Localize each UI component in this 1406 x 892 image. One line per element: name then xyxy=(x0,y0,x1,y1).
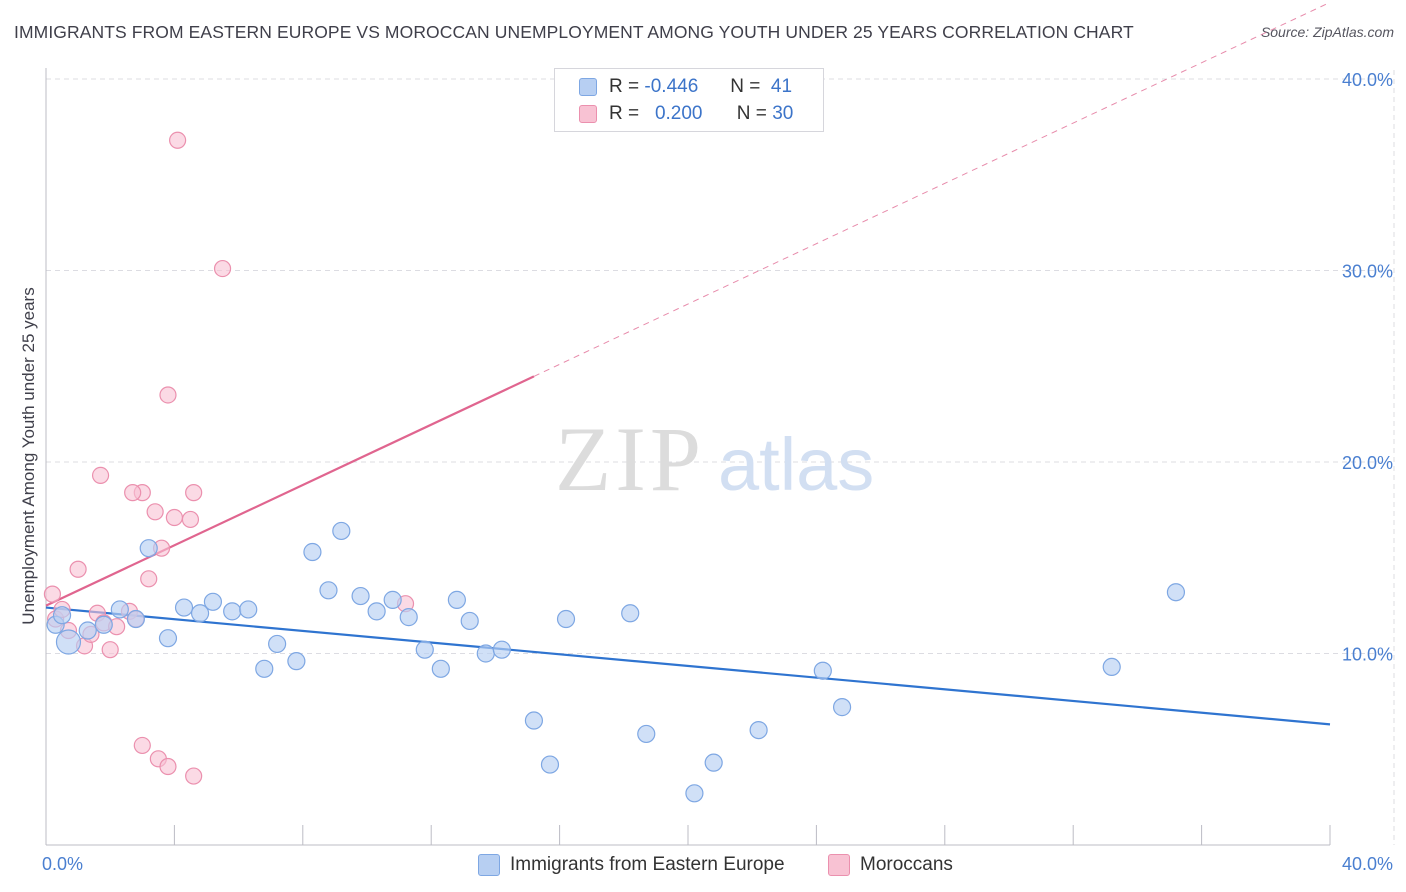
eastern-europe-point xyxy=(685,784,704,803)
eastern-europe-point xyxy=(460,611,479,631)
trend-lines xyxy=(45,1,1331,726)
eastern-europe-points xyxy=(46,521,1186,803)
axes xyxy=(45,68,1331,846)
watermark-atlas: atlas xyxy=(718,423,874,506)
legend-n-value: 41 xyxy=(770,76,793,97)
y-tick-label: 20.0% xyxy=(1342,453,1393,473)
eastern-europe-point xyxy=(332,521,351,541)
moroccans-point xyxy=(169,131,187,149)
x-tick-label-max: 40.0% xyxy=(1342,854,1393,874)
moroccans-point xyxy=(69,560,87,578)
eastern-europe-point xyxy=(158,629,178,648)
moroccans-point xyxy=(159,757,177,776)
moroccans-trend-line-solid xyxy=(45,375,535,607)
eastern-europe-trend-line xyxy=(45,606,1331,726)
eastern-europe-point xyxy=(303,542,322,562)
moroccans-point xyxy=(91,466,110,485)
y-tick-label: 10.0% xyxy=(1342,645,1393,665)
eastern-europe-point xyxy=(239,600,258,619)
eastern-europe-point xyxy=(476,644,495,663)
eastern-europe-point xyxy=(351,586,370,606)
moroccans-point xyxy=(133,736,151,755)
legend-r-value: -0.446 xyxy=(644,76,699,97)
legend-r-value: 0.200 xyxy=(654,103,703,124)
eastern-europe-point xyxy=(492,640,511,659)
eastern-europe-point xyxy=(447,590,466,609)
bottom-legend-eastern-europe: Immigrants from Eastern Europe xyxy=(478,852,785,878)
moroccans-point xyxy=(165,508,183,527)
tick-labels: 10.0% 20.0% 30.0% 40.0% 0.0% 40.0% xyxy=(42,70,1393,874)
eastern-europe-point xyxy=(1166,583,1186,602)
watermark-zip: ZIP xyxy=(555,408,705,510)
legend-n-value: 30 xyxy=(772,103,794,124)
moroccans-point xyxy=(185,767,203,785)
eastern-europe-point xyxy=(52,606,72,625)
eastern-europe-point xyxy=(55,629,82,655)
y-axis-label: Unemployment Among Youth under 25 years xyxy=(19,287,38,624)
bottom-legend-moroccans: Moroccans xyxy=(828,852,953,878)
legend-r-label: R = xyxy=(609,76,640,97)
moroccans-point xyxy=(140,570,158,588)
eastern-europe-point xyxy=(431,659,450,678)
eastern-europe-point xyxy=(190,604,210,623)
y-tick-label: 40.0% xyxy=(1342,70,1393,90)
eastern-europe-point xyxy=(139,539,158,558)
x-tick-label-min: 0.0% xyxy=(42,854,83,874)
eastern-europe-point xyxy=(78,621,97,640)
legend-swatch-blue xyxy=(579,78,597,96)
moroccans-point xyxy=(213,259,232,278)
eastern-europe-point xyxy=(126,609,145,629)
eastern-europe-point xyxy=(94,615,113,634)
stats-legend: R = -0.446 N = 41 R = 0.200 N = 30 xyxy=(554,68,824,132)
eastern-europe-point xyxy=(255,659,274,678)
eastern-europe-point xyxy=(1102,657,1121,677)
legend-row-moroccans: R = 0.200 N = 30 xyxy=(579,101,793,127)
eastern-europe-point xyxy=(383,590,402,609)
legend-n-label: N = xyxy=(736,103,767,124)
eastern-europe-point xyxy=(832,698,852,717)
bottom-legend-label: Moroccans xyxy=(860,854,953,875)
eastern-europe-point xyxy=(556,609,576,629)
eastern-europe-point xyxy=(749,720,768,740)
eastern-europe-point xyxy=(367,602,386,621)
moroccans-point xyxy=(43,585,62,603)
eastern-europe-point xyxy=(203,592,223,611)
watermark: ZIP atlas xyxy=(555,408,874,510)
eastern-europe-point xyxy=(704,753,723,772)
legend-swatch-pink xyxy=(579,105,597,123)
eastern-europe-point xyxy=(223,602,242,621)
eastern-europe-point xyxy=(540,755,560,774)
moroccans-point xyxy=(124,484,142,502)
eastern-europe-point xyxy=(621,604,640,623)
eastern-europe-point xyxy=(813,661,832,680)
moroccans-point xyxy=(181,510,200,529)
y-tick-label: 30.0% xyxy=(1342,262,1393,282)
chart-title: IMMIGRANTS FROM EASTERN EUROPE VS MOROCC… xyxy=(14,22,1134,42)
source-label: Source: ZipAtlas.com xyxy=(1260,24,1394,40)
eastern-europe-point xyxy=(319,581,338,600)
eastern-europe-point xyxy=(524,711,544,730)
eastern-europe-point xyxy=(268,634,287,654)
legend-r-label: R = xyxy=(609,103,640,124)
eastern-europe-point xyxy=(637,724,656,744)
bottom-legend-swatch-blue xyxy=(478,854,500,876)
eastern-europe-point xyxy=(415,640,434,659)
eastern-europe-point xyxy=(399,608,418,627)
moroccans-point xyxy=(101,641,119,659)
grid-lines xyxy=(46,70,1395,845)
bottom-legend-swatch-pink xyxy=(828,854,850,876)
eastern-europe-point xyxy=(287,652,306,671)
legend-n-label: N = xyxy=(730,76,761,97)
moroccans-trend-line-dashed xyxy=(533,1,1331,377)
bottom-legend-label: Immigrants from Eastern Europe xyxy=(510,854,785,875)
moroccans-point xyxy=(159,386,177,404)
moroccans-point xyxy=(185,484,203,502)
legend-row-eastern-europe: R = -0.446 N = 41 xyxy=(579,74,792,100)
eastern-europe-point xyxy=(110,600,129,619)
moroccans-point xyxy=(146,503,164,521)
eastern-europe-point xyxy=(174,598,194,617)
